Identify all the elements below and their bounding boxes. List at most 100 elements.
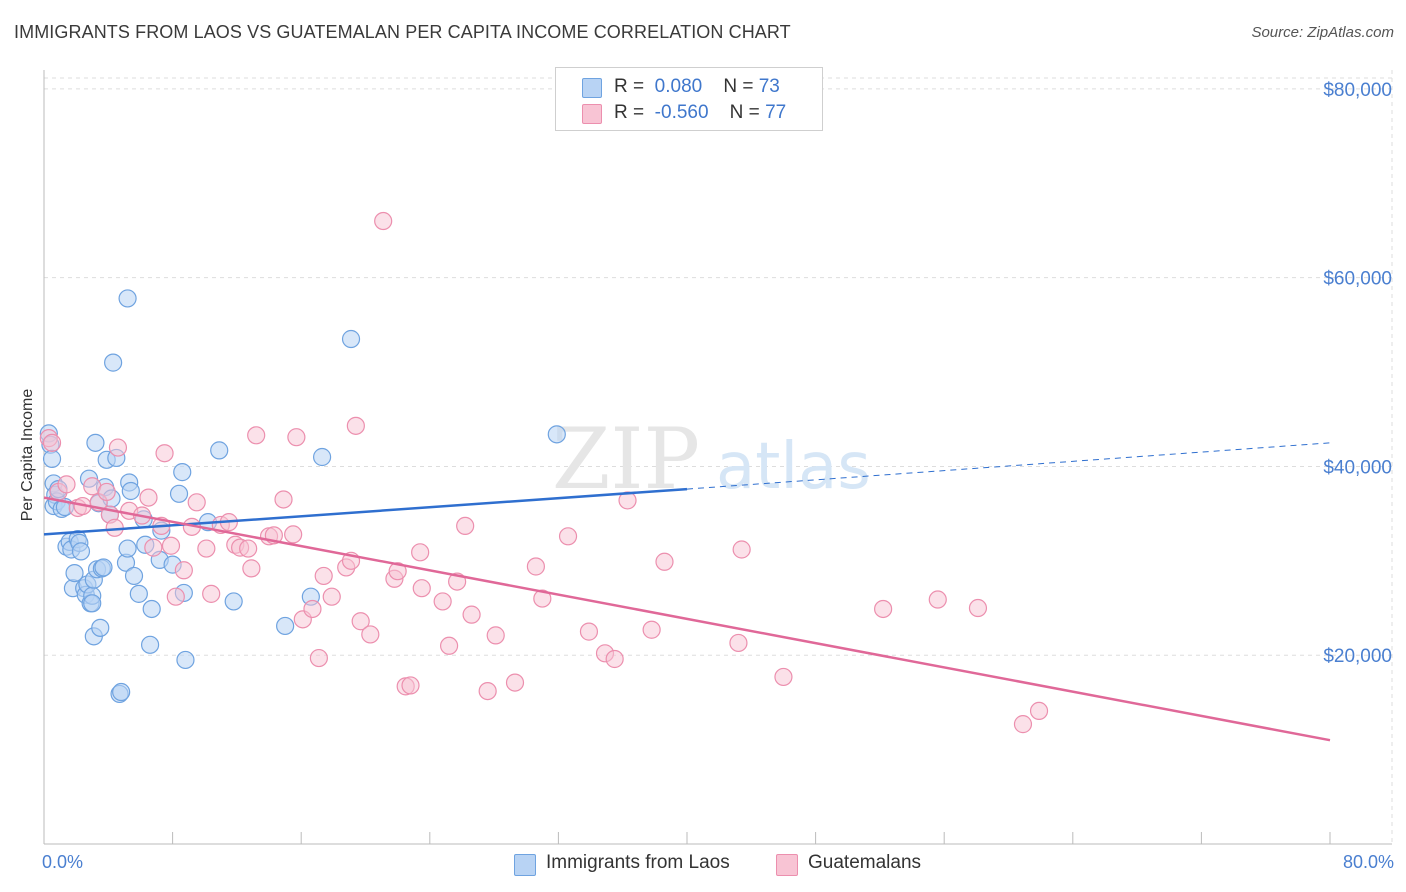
laos-point <box>91 618 110 637</box>
guatemalan-point <box>1013 715 1033 734</box>
guatemalan-point <box>351 612 370 631</box>
guatemalan-point <box>161 536 181 555</box>
guatemalan-point <box>774 667 793 687</box>
guatemalan-point <box>579 622 599 641</box>
laos-point <box>341 329 361 349</box>
laos-point <box>224 592 243 611</box>
guatemalan-point <box>605 649 624 669</box>
guatemalan-point <box>558 527 578 546</box>
guatemalan-point <box>1029 701 1049 721</box>
guatemalan-point <box>433 592 452 611</box>
x-tick-max: 80.0% <box>1342 852 1394 872</box>
bottom-legend-swatch-guatemalans <box>776 854 798 876</box>
watermark: ZIP atlas <box>552 410 871 508</box>
laos-trend-line <box>43 487 688 536</box>
laos-point <box>142 599 161 619</box>
guatemalan-point <box>401 676 420 695</box>
guatemalan-point <box>439 636 459 655</box>
guatemalan-point <box>322 587 341 606</box>
guatemalan-point <box>618 491 637 510</box>
y-tick-label: $40,000 <box>1323 457 1392 478</box>
guatemalan-point <box>729 633 748 653</box>
guatemalan-point <box>526 557 545 576</box>
guatemalan-point <box>388 562 407 581</box>
guatemalan-point <box>309 648 328 668</box>
guatemalan-point <box>314 566 333 586</box>
guatemalan-point <box>874 599 893 619</box>
guatemalan-point <box>42 433 62 452</box>
legend-text-guatemalans: R = -0.560 N = 77 <box>614 102 787 123</box>
y-tick-label: $20,000 <box>1323 646 1392 667</box>
laos-point <box>129 584 148 603</box>
guatemalan-point <box>505 673 525 692</box>
laos-point <box>276 616 295 636</box>
guatemalan-point <box>239 539 258 558</box>
laos-point <box>169 484 189 503</box>
chart-title: IMMIGRANTS FROM LAOS VS GUATEMALAN PER C… <box>14 22 791 42</box>
guatemalan-point <box>108 438 128 457</box>
laos-point <box>210 441 229 460</box>
laos-point <box>176 650 195 670</box>
guatemalan-point <box>655 552 674 571</box>
guatemalan-point <box>968 598 988 618</box>
guatemalan-point <box>166 587 185 606</box>
legend-text-laos: R = 0.080 N = 73 <box>614 76 780 97</box>
guatemalan-point <box>533 589 552 608</box>
guatemalan-point <box>247 426 266 445</box>
guatemalan-point <box>732 540 751 559</box>
y-tick-labels: $20,000 $40,000 $60,000 $80,000 <box>1323 80 1392 667</box>
laos-point <box>140 635 160 654</box>
bottom-legend-label-laos: Immigrants from Laos <box>546 852 730 873</box>
guatemalan-point <box>202 584 221 603</box>
guatemalan-point <box>197 539 216 558</box>
guatemalan-point <box>57 475 76 494</box>
guatemalan-point <box>174 561 193 580</box>
guatemalan-point <box>139 488 158 507</box>
watermark-atlas: atlas <box>716 430 871 504</box>
guatemalans-trend-line <box>43 496 1331 742</box>
guatemalan-point <box>642 620 661 639</box>
guatemalan-point <box>303 599 322 619</box>
guatemalan-point <box>486 626 505 645</box>
guatemalan-point <box>144 538 163 557</box>
guatemalan-point <box>361 625 380 644</box>
legend-swatch-guatemalans <box>582 104 602 124</box>
trend-lines <box>43 442 1331 742</box>
guatemalan-point <box>97 482 116 502</box>
guatemalan-point <box>155 444 174 463</box>
y-tick-label: $80,000 <box>1323 80 1392 101</box>
series-laos-points <box>39 289 566 704</box>
bottom-legend-swatch-laos <box>514 854 536 876</box>
guatemalan-point <box>412 579 431 598</box>
laos-point <box>118 539 137 558</box>
laos-point <box>121 481 140 501</box>
y-tick-label: $60,000 <box>1323 269 1392 290</box>
bottom-legend-label-guatemalans: Guatemalans <box>808 852 922 873</box>
laos-point <box>547 425 566 444</box>
guatemalan-point <box>187 493 206 512</box>
guatemalan-point <box>274 490 293 509</box>
laos-point <box>71 542 91 561</box>
guatemalan-point <box>462 605 481 624</box>
laos-point <box>104 353 123 372</box>
laos-point <box>173 463 192 482</box>
laos-point <box>42 449 62 468</box>
guatemalan-point <box>411 543 430 562</box>
laos-trend-extension <box>686 442 1331 490</box>
guatemalan-point <box>456 516 475 536</box>
correlation-legend: R = 0.080 N = 73 R = -0.560 N = 77 <box>555 67 823 131</box>
source-label: Source: ZipAtlas.com <box>1251 24 1394 41</box>
laos-point <box>65 563 84 583</box>
laos-point <box>118 289 137 308</box>
guatemalan-point <box>928 590 947 609</box>
guatemalan-point <box>478 681 497 701</box>
guatemalan-point <box>284 525 303 544</box>
guatemalan-point <box>346 416 365 435</box>
x-tick-min: 0.0% <box>42 852 84 872</box>
guatemalan-point <box>287 428 306 447</box>
laos-point <box>86 433 105 452</box>
laos-point <box>112 682 131 702</box>
laos-point <box>312 447 332 467</box>
laos-point <box>124 566 144 586</box>
